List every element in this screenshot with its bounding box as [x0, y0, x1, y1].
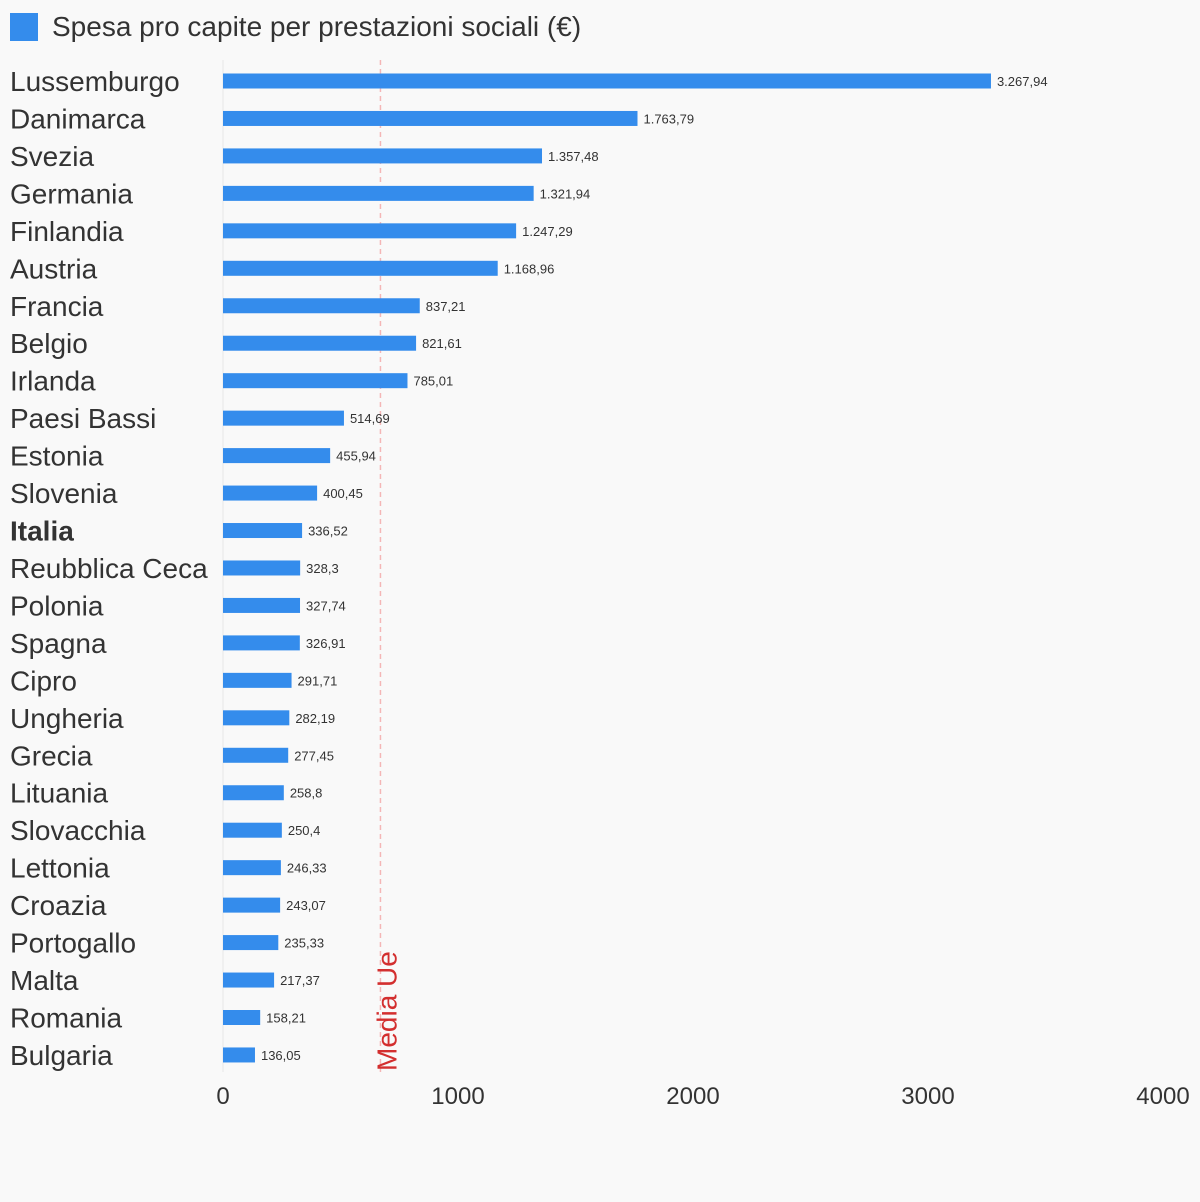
- bar[interactable]: [223, 710, 290, 726]
- legend-swatch: [10, 13, 38, 41]
- category-label: Slovenia: [10, 478, 118, 509]
- bar[interactable]: [223, 860, 281, 876]
- value-label: 3.267,94: [997, 74, 1048, 89]
- x-tick-label: 2000: [666, 1083, 719, 1110]
- value-label: 1.168,96: [504, 261, 555, 276]
- value-label: 1.357,48: [548, 149, 599, 164]
- value-label: 136,05: [261, 1048, 301, 1063]
- bar[interactable]: [223, 223, 517, 239]
- category-label: Portogallo: [10, 928, 136, 959]
- bar[interactable]: [223, 298, 420, 314]
- bar[interactable]: [223, 260, 498, 276]
- bar[interactable]: [223, 672, 292, 688]
- bar[interactable]: [223, 373, 408, 389]
- category-label: Svezia: [10, 141, 94, 172]
- value-label: 514,69: [350, 411, 390, 426]
- bar[interactable]: [223, 523, 303, 539]
- value-label: 400,45: [323, 486, 363, 501]
- value-label: 1.321,94: [540, 186, 591, 201]
- value-label: 235,33: [284, 936, 324, 951]
- bar[interactable]: [223, 148, 543, 164]
- category-label: Finlandia: [10, 216, 124, 247]
- value-label: 277,45: [294, 748, 334, 763]
- bar[interactable]: [223, 972, 275, 988]
- category-label: Germania: [10, 178, 133, 209]
- category-label: Reubblica Ceca: [10, 553, 208, 584]
- value-label: 785,01: [413, 374, 453, 389]
- category-label: Belgio: [10, 328, 88, 359]
- category-label: Cipro: [10, 665, 77, 696]
- bar[interactable]: [223, 1010, 261, 1025]
- category-label: Lussemburgo: [10, 66, 180, 97]
- category-label: Bulgaria: [10, 1040, 113, 1071]
- value-label: 243,07: [286, 898, 326, 913]
- bar[interactable]: [223, 410, 344, 426]
- bar[interactable]: [223, 935, 279, 951]
- category-label: Grecia: [10, 740, 93, 771]
- bar[interactable]: [223, 485, 318, 501]
- value-label: 258,8: [290, 786, 323, 801]
- value-label: 327,74: [306, 598, 346, 613]
- bar[interactable]: [223, 635, 300, 651]
- category-label: Romania: [10, 1003, 122, 1034]
- category-label: Paesi Bassi: [10, 403, 156, 434]
- category-label: Croazia: [10, 890, 107, 921]
- category-label: Danimarca: [10, 103, 146, 134]
- category-label: Francia: [10, 291, 104, 322]
- category-label: Estonia: [10, 441, 104, 472]
- value-label: 821,61: [422, 336, 462, 351]
- chart-legend: Spesa pro capite per prestazioni sociali…: [10, 9, 581, 45]
- value-label: 336,52: [308, 524, 348, 539]
- bar[interactable]: [223, 73, 991, 89]
- bar[interactable]: [223, 448, 331, 464]
- value-label: 328,3: [306, 561, 339, 576]
- eu-average-label: Media Ue: [371, 951, 402, 1071]
- bar[interactable]: [223, 110, 638, 126]
- value-label: 158,21: [266, 1011, 306, 1026]
- value-label: 246,33: [287, 861, 327, 876]
- bar[interactable]: [223, 785, 284, 801]
- value-label: 837,21: [426, 299, 466, 314]
- bar[interactable]: [223, 597, 301, 613]
- bar[interactable]: [223, 747, 289, 763]
- value-label: 282,19: [295, 711, 335, 726]
- category-label: Austria: [10, 253, 98, 284]
- x-tick-label: 3000: [901, 1083, 954, 1110]
- category-label: Lituania: [10, 778, 109, 809]
- x-tick-label: 0: [216, 1083, 229, 1110]
- category-label: Malta: [10, 965, 79, 996]
- x-tick-label: 1000: [431, 1083, 484, 1110]
- bar[interactable]: [223, 185, 534, 201]
- bar[interactable]: [223, 822, 282, 838]
- category-label: Irlanda: [10, 366, 96, 397]
- value-label: 291,71: [298, 673, 338, 688]
- category-label: Polonia: [10, 590, 104, 621]
- x-tick-label: 4000: [1136, 1083, 1189, 1110]
- category-label: Lettonia: [10, 853, 110, 884]
- value-label: 217,37: [280, 973, 320, 988]
- category-label: Ungheria: [10, 703, 124, 734]
- value-label: 250,4: [288, 823, 321, 838]
- legend-label: Spesa pro capite per prestazioni sociali…: [52, 11, 582, 42]
- bar[interactable]: [223, 560, 301, 576]
- value-label: 326,91: [306, 636, 346, 651]
- category-label: Italia: [10, 516, 74, 547]
- value-label: 1.763,79: [643, 111, 694, 126]
- category-label: Slovacchia: [10, 815, 146, 846]
- value-label: 1.247,29: [522, 224, 573, 239]
- bar[interactable]: [223, 1047, 255, 1063]
- category-label: Spagna: [10, 628, 107, 659]
- bar[interactable]: [223, 335, 417, 351]
- value-label: 455,94: [336, 449, 376, 464]
- bar[interactable]: [223, 897, 281, 913]
